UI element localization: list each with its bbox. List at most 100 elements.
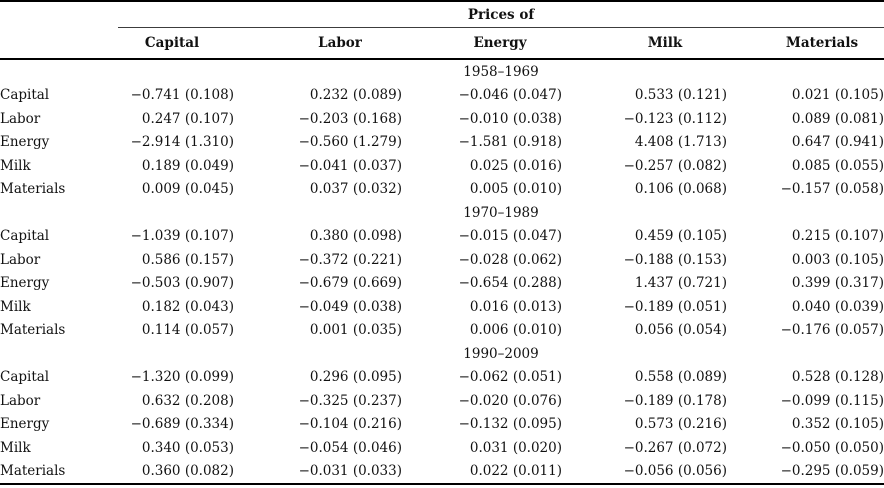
value-cell: −1.581 (0.918) — [458, 134, 562, 151]
period-header: 1958–1969 — [463, 63, 539, 80]
value-cell: −0.257 (0.082) — [623, 157, 727, 174]
row-label: Milk — [0, 298, 31, 315]
value-cell: −0.189 (0.178) — [623, 392, 727, 409]
value-cell: −1.039 (0.107) — [130, 228, 234, 245]
period-stub-cell — [0, 201, 118, 225]
period-row-1970-1989: 1970–1989 — [0, 201, 884, 225]
table-row: Capital −0.741 (0.108) 0.232 (0.089) −0.… — [0, 84, 884, 108]
value-cell: 0.360 (0.082) — [118, 459, 234, 485]
row-label: Labor — [0, 110, 41, 127]
table-row: Materials 0.114 (0.057) 0.001 (0.035) 0.… — [0, 319, 884, 343]
column-header-row: Capital Labor Energy Milk Materials — [0, 27, 884, 60]
value-cell: −0.203 (0.168) — [298, 110, 402, 127]
row-label: Milk — [0, 439, 31, 456]
row-label: Milk — [0, 157, 31, 174]
value-cell: −0.741 (0.108) — [130, 87, 234, 104]
value-cell: 0.528 (0.128) — [791, 369, 884, 386]
value-cell: −0.028 (0.062) — [458, 251, 562, 268]
value-cell: −0.015 (0.047) — [458, 228, 562, 245]
value-cell: −0.050 (0.050) — [780, 439, 884, 456]
value-cell: −0.679 (0.669) — [298, 275, 402, 292]
row-label: Energy — [0, 416, 50, 433]
value-cell: 0.025 (0.016) — [469, 157, 562, 174]
value-cell: 0.215 (0.107) — [791, 228, 884, 245]
value-cell: −0.503 (0.907) — [130, 275, 234, 292]
column-header-materials: Materials — [727, 27, 884, 60]
value-cell: 0.399 (0.317) — [791, 275, 884, 292]
value-cell: 0.340 (0.053) — [141, 439, 234, 456]
header-stub-cell — [0, 27, 118, 60]
row-label: Labor — [0, 251, 41, 268]
period-row-1990-2009: 1990–2009 — [0, 342, 884, 366]
value-cell: 0.182 (0.043) — [141, 298, 234, 315]
row-label: Energy — [0, 134, 50, 151]
row-label: Materials — [0, 459, 118, 485]
column-header-energy: Energy — [402, 27, 562, 60]
value-cell: 0.003 (0.105) — [791, 251, 884, 268]
row-label: Capital — [0, 87, 50, 104]
value-cell: −0.031 (0.033) — [234, 459, 402, 485]
table-row: Capital −1.320 (0.099) 0.296 (0.095) −0.… — [0, 366, 884, 390]
value-cell: 0.558 (0.089) — [634, 369, 727, 386]
value-cell: 0.016 (0.013) — [469, 298, 562, 315]
value-cell: −0.062 (0.051) — [458, 369, 562, 386]
value-cell: 0.009 (0.045) — [141, 181, 234, 198]
row-label: Capital — [0, 228, 50, 245]
value-cell: 0.632 (0.208) — [141, 392, 234, 409]
table-row: Milk 0.182 (0.043) −0.049 (0.038) 0.016 … — [0, 295, 884, 319]
value-cell: 0.459 (0.105) — [634, 228, 727, 245]
value-cell: 0.022 (0.011) — [402, 459, 562, 485]
value-cell: −0.325 (0.237) — [298, 392, 402, 409]
value-cell: −0.049 (0.038) — [298, 298, 402, 315]
period-header: 1990–2009 — [463, 345, 539, 362]
value-cell: 0.573 (0.216) — [634, 416, 727, 433]
row-label: Materials — [0, 322, 66, 339]
table-row: Milk 0.340 (0.053) −0.054 (0.046) 0.031 … — [0, 436, 884, 460]
value-cell: −0.123 (0.112) — [623, 110, 727, 127]
table-row: Labor 0.586 (0.157) −0.372 (0.221) −0.02… — [0, 248, 884, 272]
value-cell: −0.189 (0.051) — [623, 298, 727, 315]
value-cell: 1.437 (0.721) — [634, 275, 727, 292]
period-stub-cell — [0, 59, 118, 84]
row-label: Capital — [0, 369, 50, 386]
value-cell: 0.533 (0.121) — [634, 87, 727, 104]
value-cell: −2.914 (1.310) — [130, 134, 234, 151]
row-label: Materials — [0, 181, 66, 198]
value-cell: 0.021 (0.105) — [791, 87, 884, 104]
column-header-label: Materials — [785, 35, 859, 51]
period-header: 1970–1989 — [463, 204, 539, 221]
value-cell: 0.189 (0.049) — [141, 157, 234, 174]
spanner-stub-cell — [0, 0, 118, 28]
value-cell: −0.560 (1.279) — [298, 134, 402, 151]
value-cell: −0.188 (0.153) — [623, 251, 727, 268]
value-cell: 0.089 (0.081) — [791, 110, 884, 127]
value-cell: 0.085 (0.055) — [791, 157, 884, 174]
column-header-capital: Capital — [118, 27, 234, 60]
value-cell: −1.320 (0.099) — [130, 369, 234, 386]
value-cell: −0.104 (0.216) — [298, 416, 402, 433]
spanner-row: Prices of — [0, 0, 884, 28]
value-cell: 0.114 (0.057) — [141, 322, 234, 339]
value-cell: 0.005 (0.010) — [469, 181, 562, 198]
table-row: Energy −0.503 (0.907) −0.679 (0.669) −0.… — [0, 272, 884, 296]
table-row: Energy −2.914 (1.310) −0.560 (1.279) −1.… — [0, 131, 884, 155]
value-cell: 0.006 (0.010) — [469, 322, 562, 339]
value-cell: −0.654 (0.288) — [458, 275, 562, 292]
value-cell: −0.295 (0.059) — [727, 459, 884, 485]
value-cell: −0.099 (0.115) — [780, 392, 884, 409]
value-cell: 0.031 (0.020) — [469, 439, 562, 456]
value-cell: −0.010 (0.038) — [458, 110, 562, 127]
value-cell: −0.689 (0.334) — [130, 416, 234, 433]
period-stub-cell — [0, 342, 118, 366]
table-row: Capital −1.039 (0.107) 0.380 (0.098) −0.… — [0, 225, 884, 249]
value-cell: 0.296 (0.095) — [309, 369, 402, 386]
row-label: Energy — [0, 275, 50, 292]
table-row: Materials 0.009 (0.045) 0.037 (0.032) 0.… — [0, 178, 884, 202]
column-header-labor: Labor — [234, 27, 402, 60]
value-cell: 0.056 (0.054) — [634, 322, 727, 339]
table-row: Labor 0.247 (0.107) −0.203 (0.168) −0.01… — [0, 107, 884, 131]
value-cell: 0.232 (0.089) — [309, 87, 402, 104]
value-cell: −0.054 (0.046) — [298, 439, 402, 456]
